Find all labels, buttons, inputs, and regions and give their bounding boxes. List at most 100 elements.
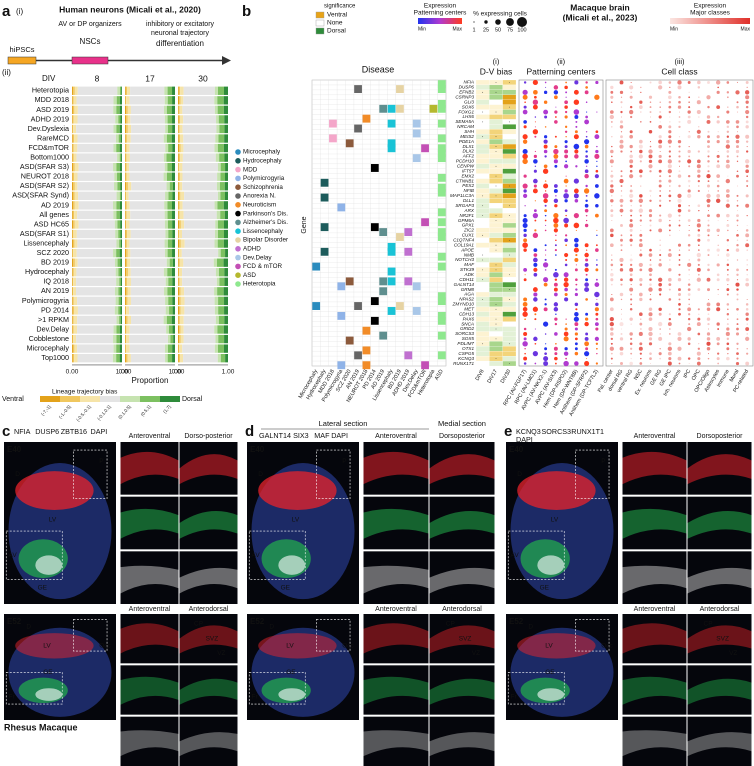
bar-segment [72, 86, 74, 95]
tile-signal [120, 623, 179, 654]
dot [564, 327, 568, 331]
dot [696, 267, 701, 272]
bar-segment [178, 105, 179, 115]
dot [650, 195, 651, 197]
dot [555, 106, 557, 108]
legend-label: 100 [517, 27, 526, 33]
dot [736, 273, 739, 276]
label: Anteroventral [634, 606, 676, 613]
dot [687, 135, 691, 139]
dot [688, 131, 690, 133]
dot [629, 169, 633, 173]
heat-cell [489, 124, 503, 130]
bar-segment [167, 239, 173, 248]
bar-segment [179, 182, 183, 191]
dot [630, 284, 632, 286]
dot [707, 170, 710, 173]
dot [534, 95, 537, 99]
row-label: PD 2014 [41, 305, 69, 314]
dot [650, 116, 651, 118]
bar-segment [171, 287, 175, 296]
dot [639, 219, 643, 222]
bar-segment [172, 306, 175, 315]
bar-segment [114, 258, 118, 267]
bar-segment [73, 172, 78, 181]
dot [640, 86, 642, 89]
dot [726, 347, 730, 351]
bar-segment [180, 191, 185, 200]
heat-cell [475, 336, 490, 342]
bar-segment [72, 229, 73, 239]
bar-segment [129, 153, 164, 162]
dot [697, 357, 701, 361]
bar-segment [178, 163, 180, 172]
dot [523, 214, 527, 218]
dot [688, 106, 691, 109]
bar-segment [168, 191, 173, 200]
dot [573, 213, 579, 219]
dot [725, 144, 730, 149]
dot [688, 298, 691, 301]
dot [726, 81, 730, 84]
dot [667, 253, 672, 258]
dot [595, 342, 599, 345]
dot [745, 336, 750, 341]
bar-segment [120, 277, 122, 286]
dot [574, 80, 579, 85]
label: Expression [694, 3, 727, 10]
bar-segment [77, 172, 115, 181]
dot [726, 323, 729, 326]
bar-segment [178, 258, 180, 267]
bar-segment [120, 306, 122, 315]
dot [565, 175, 567, 177]
bar-segment [119, 334, 122, 344]
region-label: SVZ [459, 635, 472, 642]
dot [533, 336, 538, 342]
micrograph-tile [120, 614, 179, 664]
dot [678, 254, 681, 257]
marker-label: KCNQ3 [516, 427, 541, 436]
bar-segment [126, 96, 130, 105]
dot [717, 234, 719, 236]
dot [707, 155, 710, 158]
dot [716, 194, 721, 198]
bar-segment [120, 229, 122, 239]
dot [610, 170, 613, 173]
region-label: GE [281, 585, 291, 592]
dot [573, 109, 580, 115]
bar-segment [215, 134, 219, 143]
dot [619, 351, 624, 356]
dot [630, 91, 632, 93]
signal [35, 555, 63, 575]
bar-segment [180, 287, 185, 296]
dot [638, 243, 643, 248]
bar-segment [129, 306, 166, 315]
label: % expressing cells [473, 11, 528, 18]
dot [533, 154, 537, 159]
disease-cell [437, 252, 446, 261]
label: NSCs [80, 37, 101, 46]
dot [564, 115, 568, 119]
dot [726, 199, 730, 203]
bar-segment [167, 201, 172, 210]
bar-segment [184, 296, 215, 306]
disease-cell [437, 80, 446, 89]
dot [575, 253, 578, 257]
bar-segment [220, 191, 225, 200]
bar-segment [74, 86, 78, 95]
bar-segment [179, 163, 183, 172]
dot [554, 135, 557, 138]
dot [610, 357, 613, 360]
heat-cell [475, 331, 490, 337]
gene-label: AFF2 [462, 154, 475, 159]
dot [544, 352, 547, 356]
bar-segment [178, 296, 180, 306]
dot [707, 322, 710, 326]
size-dot [495, 19, 501, 25]
dot [532, 79, 538, 86]
dot [688, 323, 691, 326]
dot [687, 357, 691, 360]
row-label: ADHD 2019 [31, 114, 69, 123]
micrograph-tile [622, 665, 687, 715]
bar-segment [216, 115, 219, 124]
